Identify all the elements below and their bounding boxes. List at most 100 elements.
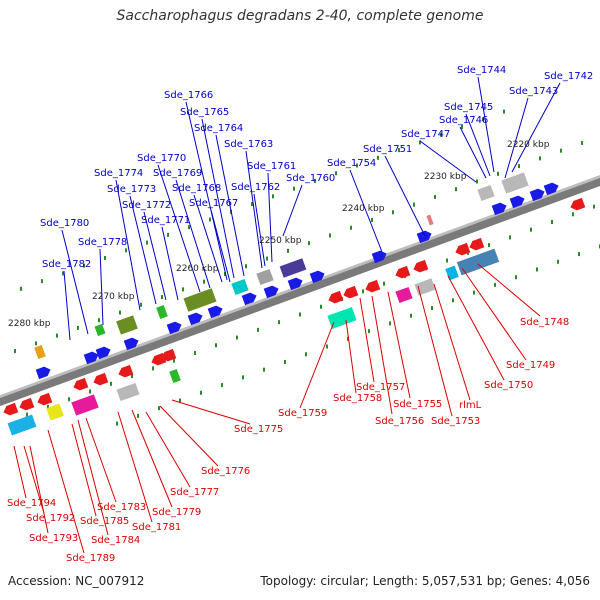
- leader-line: [99, 248, 104, 326]
- tick-mark: [350, 225, 352, 230]
- tick-mark: [194, 350, 196, 355]
- tick-mark: [335, 171, 337, 176]
- gene-label[interactable]: Sde_1765: [180, 107, 229, 118]
- gene-label[interactable]: Sde_1780: [40, 218, 89, 229]
- tick-mark: [419, 140, 421, 145]
- tick-mark: [41, 279, 43, 284]
- gene-label[interactable]: Sde_1751: [363, 144, 412, 155]
- reverse-gene-arrow: [19, 397, 35, 411]
- gene-label[interactable]: Sde_1763: [224, 139, 273, 150]
- forward-gene-arrow: [123, 337, 139, 351]
- gene-label[interactable]: Sde_1775: [234, 424, 283, 435]
- gene-label[interactable]: Sde_1742: [544, 71, 593, 82]
- gene-label[interactable]: Sde_1759: [278, 408, 327, 419]
- gene-label[interactable]: Sde_1766: [164, 90, 213, 101]
- tick-mark: [326, 344, 328, 349]
- gene-label[interactable]: Sde_1744: [457, 65, 506, 76]
- gene-label[interactable]: Sde_1782: [42, 259, 91, 270]
- tick-mark: [182, 287, 184, 292]
- forward-gene-arrow: [509, 195, 525, 209]
- tick-mark: [161, 295, 163, 300]
- gene-label[interactable]: Sde_1792: [26, 513, 75, 524]
- gene-label[interactable]: Sde_1793: [29, 533, 78, 544]
- gene-label[interactable]: Sde_1794: [7, 498, 56, 509]
- gene-label[interactable]: Sde_1753: [431, 416, 480, 427]
- gene-label[interactable]: Sde_1772: [122, 200, 171, 211]
- tick-mark: [20, 286, 22, 291]
- leader-line: [115, 179, 141, 311]
- tick-mark: [98, 318, 100, 323]
- gene-label[interactable]: Sde_1754: [327, 158, 376, 169]
- leader-line: [419, 140, 477, 183]
- tick-mark: [578, 252, 580, 257]
- gene-label[interactable]: Sde_1760: [286, 173, 335, 184]
- gene-label[interactable]: Sde_1755: [393, 399, 442, 410]
- leader-line: [215, 134, 245, 277]
- gene-label[interactable]: Sde_1750: [484, 380, 533, 391]
- gene-label[interactable]: Sde_1770: [137, 153, 186, 164]
- leader-line: [417, 285, 453, 417]
- tick-mark: [377, 155, 379, 160]
- gene-label[interactable]: Sde_1778: [78, 237, 127, 248]
- leader-line: [359, 297, 375, 383]
- gene-label[interactable]: Sde_1774: [94, 168, 143, 179]
- leader-line: [253, 193, 266, 267]
- gene-label[interactable]: rlmL: [459, 400, 482, 411]
- gene-label[interactable]: Sde_1756: [375, 416, 424, 427]
- tick-mark: [509, 235, 511, 240]
- gene-label[interactable]: Sde_1743: [509, 86, 558, 97]
- gene-label[interactable]: Sde_1761: [247, 161, 296, 172]
- gene-label[interactable]: Sde_1773: [107, 184, 156, 195]
- reverse-gene-arrow: [328, 290, 344, 304]
- leader-line: [267, 172, 273, 263]
- tick-mark: [14, 349, 16, 354]
- tick-mark: [242, 375, 244, 380]
- leader-line: [13, 445, 27, 499]
- tick-mark: [431, 306, 433, 311]
- gene-label[interactable]: Sde_1783: [97, 502, 146, 513]
- gene-label[interactable]: Sde_1777: [170, 487, 219, 498]
- gene-feature-block: [183, 288, 217, 312]
- tick-mark: [167, 232, 169, 237]
- gene-label[interactable]: Sde_1781: [132, 522, 181, 533]
- gene-label[interactable]: Sde_1748: [520, 317, 569, 328]
- gene-feature-block: [395, 286, 413, 304]
- tick-mark: [47, 404, 49, 409]
- leader-line: [47, 429, 85, 554]
- gene-label[interactable]: Sde_1785: [80, 516, 129, 527]
- reverse-gene-arrow: [365, 279, 381, 293]
- gene-label[interactable]: Sde_1789: [66, 553, 115, 564]
- gene-label[interactable]: Sde_1745: [444, 102, 493, 113]
- gene-label[interactable]: Sde_1776: [201, 466, 250, 477]
- gene-label[interactable]: Sde_1746: [439, 115, 488, 126]
- leader-line: [175, 179, 211, 289]
- gene-label[interactable]: Sde_1779: [152, 507, 201, 518]
- gene-label[interactable]: Sde_1764: [194, 123, 243, 134]
- forward-gene-arrow: [263, 285, 279, 299]
- gene-feature-block: [279, 258, 307, 278]
- tick-mark: [137, 413, 139, 418]
- tick-mark: [371, 218, 373, 223]
- gene-label[interactable]: Sde_1747: [401, 129, 450, 140]
- reverse-gene-arrow: [161, 348, 177, 362]
- tick-mark: [56, 333, 58, 338]
- tick-marks: [14, 109, 600, 426]
- gene-label[interactable]: Sde_1757: [356, 382, 405, 393]
- gene-label[interactable]: Sde_1767: [189, 198, 238, 209]
- tick-mark: [440, 132, 442, 137]
- gene-label[interactable]: Sde_1769: [153, 168, 202, 179]
- tick-mark: [299, 312, 301, 317]
- tick-mark: [221, 383, 223, 388]
- leader-line: [433, 283, 471, 401]
- gene-label[interactable]: Sde_1762: [231, 182, 280, 193]
- gene-label[interactable]: Sde_1768: [172, 183, 221, 194]
- tick-mark: [251, 202, 253, 207]
- gene-label[interactable]: Sde_1749: [506, 360, 555, 371]
- leader-line: [129, 195, 157, 305]
- gene-label[interactable]: Sde_1784: [91, 535, 140, 546]
- gene-label[interactable]: Sde_1758: [333, 393, 382, 404]
- tick-mark: [263, 367, 265, 372]
- tick-mark: [581, 140, 583, 145]
- gene-label[interactable]: Sde_1771: [141, 215, 190, 226]
